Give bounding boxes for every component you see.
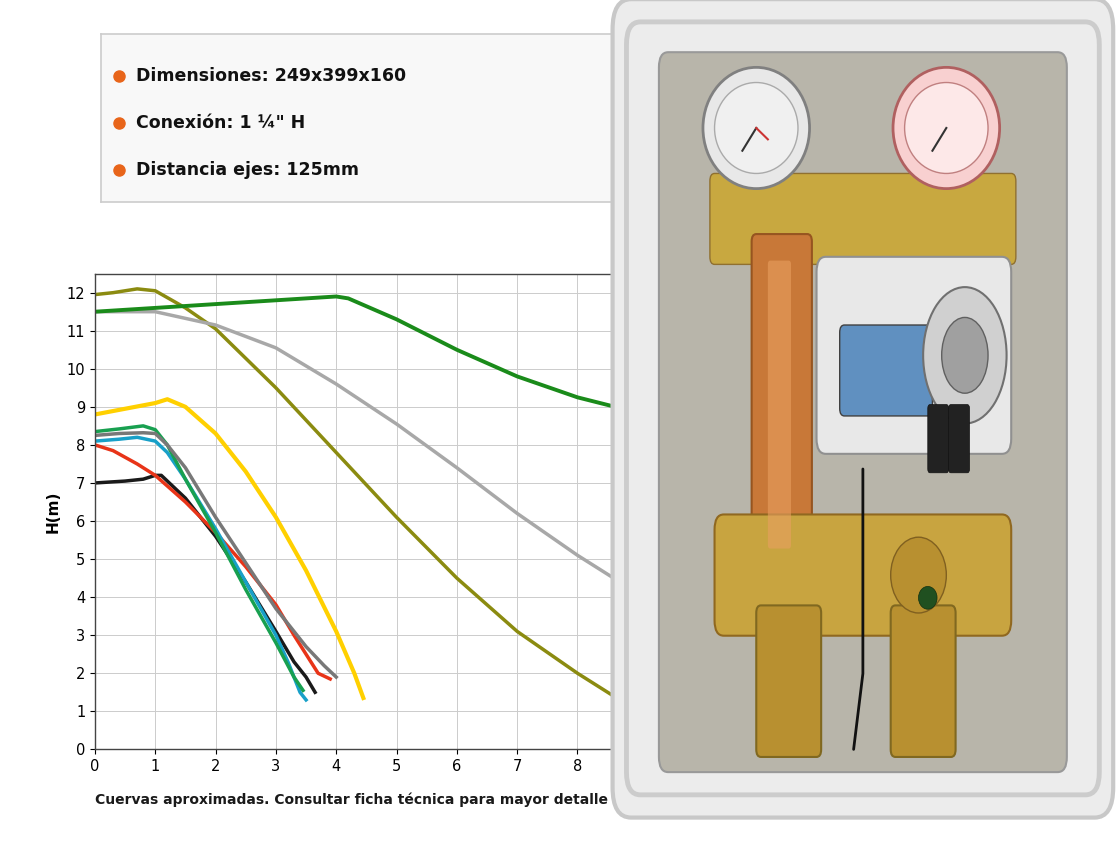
Ellipse shape xyxy=(905,83,989,173)
FancyBboxPatch shape xyxy=(756,605,821,757)
FancyBboxPatch shape xyxy=(659,52,1067,772)
FancyBboxPatch shape xyxy=(890,605,955,757)
Text: Conexión: 1 ¼" H: Conexión: 1 ¼" H xyxy=(136,114,306,132)
FancyBboxPatch shape xyxy=(715,514,1011,636)
FancyBboxPatch shape xyxy=(840,325,933,416)
FancyBboxPatch shape xyxy=(817,257,1011,454)
Ellipse shape xyxy=(890,537,946,613)
FancyBboxPatch shape xyxy=(612,0,1114,818)
Text: Dimensiones: 249x399x160: Dimensiones: 249x399x160 xyxy=(136,67,407,85)
Ellipse shape xyxy=(942,317,989,393)
Text: Cuervas aproximadas. Consultar ficha técnica para mayor detalle: Cuervas aproximadas. Consultar ficha téc… xyxy=(95,792,608,807)
Text: Distancia ejes: 125mm: Distancia ejes: 125mm xyxy=(136,161,360,179)
Ellipse shape xyxy=(923,287,1006,424)
Ellipse shape xyxy=(703,67,810,189)
FancyBboxPatch shape xyxy=(948,404,970,472)
FancyBboxPatch shape xyxy=(752,234,812,568)
Ellipse shape xyxy=(715,83,798,173)
Y-axis label: H(m): H(m) xyxy=(46,490,61,533)
FancyBboxPatch shape xyxy=(928,404,948,472)
Ellipse shape xyxy=(892,67,1000,189)
FancyBboxPatch shape xyxy=(767,260,791,549)
FancyBboxPatch shape xyxy=(710,173,1015,264)
Ellipse shape xyxy=(918,586,937,610)
